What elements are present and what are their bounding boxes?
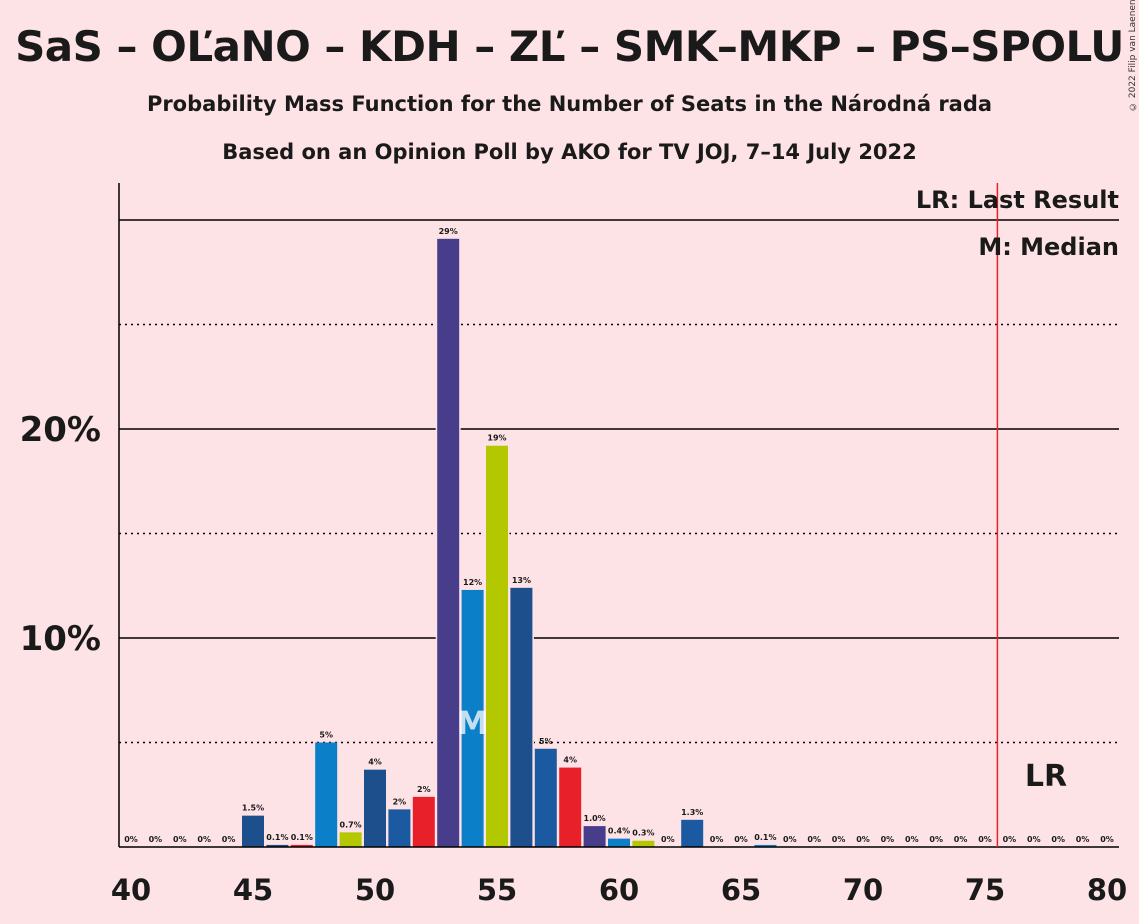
x-tick-label: 50 [355, 873, 395, 907]
bar [388, 809, 411, 847]
x-tick-label: 55 [477, 873, 517, 907]
bar-value-label: 2% [393, 797, 407, 806]
legend-last-result: LR: Last Result [915, 186, 1119, 214]
bar [510, 587, 533, 847]
bar [290, 844, 313, 847]
bar-value-label: 29% [439, 227, 458, 236]
x-tick-label: 60 [599, 873, 639, 907]
bar-value-label: 12% [463, 578, 482, 587]
bar-value-label: 0% [1027, 835, 1041, 844]
median-marker: M [457, 704, 489, 742]
x-tick-label: 45 [233, 873, 273, 907]
bar [486, 445, 508, 847]
x-tick-label: 70 [843, 873, 883, 907]
x-tick-label: 80 [1087, 873, 1127, 907]
bar-value-label: 0% [1100, 835, 1114, 844]
bar-value-label: 4% [368, 758, 382, 767]
chart-title: SaS – OĽaNO – KDH – ZĽ – SMK–MKP – PS–SP… [15, 22, 1124, 71]
axes: 40 45 50 55 60 65 70 75 80 10% 20% [20, 183, 1127, 907]
bar [754, 844, 777, 847]
x-tick-label: 75 [965, 873, 1005, 907]
bar [632, 840, 655, 847]
bar-value-label: 0% [905, 835, 919, 844]
bar [534, 748, 557, 847]
last-result-marker: LR [1025, 759, 1067, 794]
bar-value-label: 0% [832, 835, 846, 844]
x-tick-label: 40 [111, 873, 151, 907]
bar [339, 832, 362, 847]
bar-value-label: 0.3% [632, 829, 654, 838]
bar [583, 826, 606, 847]
bar-value-label: 0% [173, 835, 187, 844]
bar-value-label: 0% [710, 835, 724, 844]
bar [608, 838, 630, 847]
bar-value-label: 0.4% [608, 827, 630, 836]
bar-value-label: 0.1% [754, 833, 776, 842]
bar-value-label: 0% [124, 835, 138, 844]
bar-value-label: 4% [563, 756, 577, 765]
y-tick-label: 10% [20, 619, 101, 659]
bar-value-label: 0% [978, 835, 992, 844]
bar [461, 589, 484, 847]
bar-value-label: 0% [222, 835, 236, 844]
bars [240, 238, 778, 847]
bar-value-label: 0.1% [291, 833, 313, 842]
bar-value-label: 0% [661, 835, 675, 844]
bar-value-label: 0% [783, 835, 797, 844]
chart-subtitle: Probability Mass Function for the Number… [146, 92, 993, 116]
bar-value-label: 0% [954, 835, 968, 844]
bar [681, 819, 704, 847]
bar-value-label: 19% [487, 434, 506, 443]
bar-value-label: 0% [856, 835, 870, 844]
bar [315, 742, 338, 847]
x-tick-label: 65 [721, 873, 761, 907]
bar-value-label: 1.3% [681, 808, 703, 817]
chart-source-line: Based on an Opinion Poll by AKO for TV J… [222, 140, 917, 164]
bar [437, 238, 460, 847]
bar-value-label: 0.1% [266, 833, 288, 842]
bar-value-label: 0% [197, 835, 211, 844]
bar-value-label: 5% [539, 737, 553, 746]
legend-median: M: Median [978, 233, 1119, 261]
bar-value-label: 0% [1051, 835, 1065, 844]
bar-value-label: 1.5% [242, 804, 264, 813]
bar-value-label: 0% [1003, 835, 1017, 844]
bar-value-label: 5% [319, 731, 333, 740]
bar-value-label: 0% [881, 835, 895, 844]
bar-value-label: 0% [807, 835, 821, 844]
bar-value-label: 1.0% [584, 814, 606, 823]
bar-value-label: 2% [417, 785, 431, 794]
bar-value-label: 0% [149, 835, 163, 844]
bar-labels: 0% 0% 0% 0% 0%1.5%0.1% 0.1%5%0.7%4%2%2%29%12%… [124, 227, 1114, 844]
bar-value-label: 0.7% [340, 820, 362, 829]
bar-value-label: 0% [1076, 835, 1090, 844]
bar [242, 815, 264, 847]
bar-value-label: 0% [734, 835, 748, 844]
y-tick-label: 20% [20, 410, 101, 450]
bar [559, 767, 582, 847]
bar [364, 769, 386, 847]
bar-value-label: 0% [929, 835, 943, 844]
bar-value-label: 13% [512, 576, 531, 585]
markers: LR M [457, 183, 1067, 847]
bar [266, 844, 289, 847]
bar [412, 796, 435, 847]
gridlines [119, 219, 1119, 744]
